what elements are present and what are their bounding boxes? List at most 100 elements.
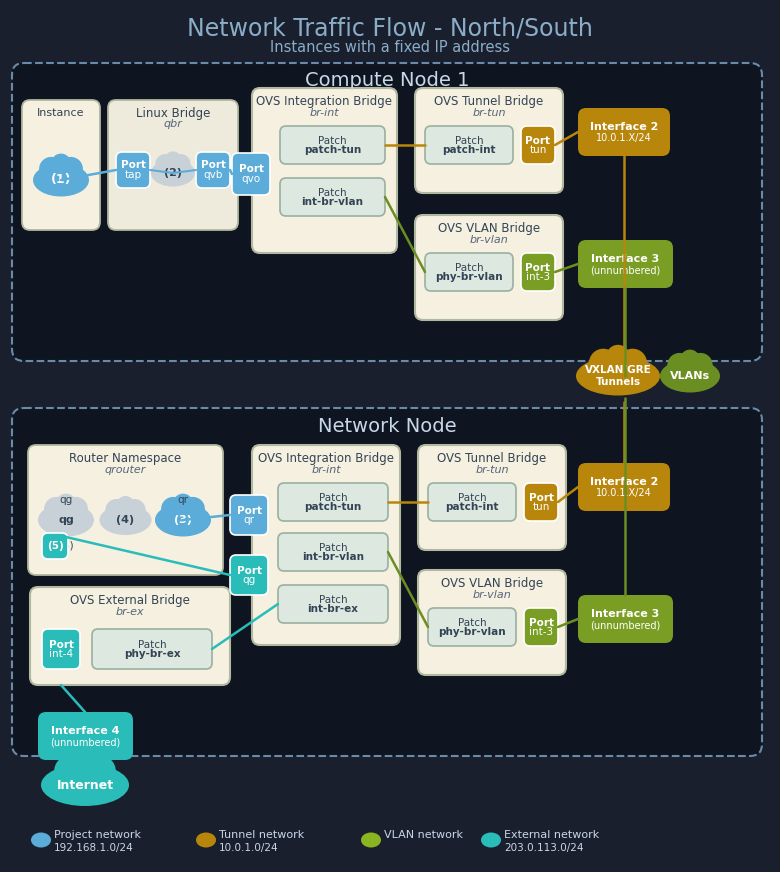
Circle shape [680,350,700,370]
Text: Patch: Patch [455,135,484,146]
Text: (unnumbered): (unnumbered) [590,265,661,275]
FancyBboxPatch shape [524,608,558,646]
Text: br-tun: br-tun [472,108,505,118]
Text: Instance: Instance [37,108,85,118]
FancyBboxPatch shape [38,712,133,760]
Text: (4): (4) [116,515,135,525]
Text: 10.0.1.X/24: 10.0.1.X/24 [596,133,652,143]
Ellipse shape [361,833,381,848]
FancyBboxPatch shape [42,629,80,669]
FancyBboxPatch shape [30,587,230,685]
Text: br-ex: br-ex [115,607,144,617]
Ellipse shape [481,833,501,848]
FancyBboxPatch shape [280,178,385,216]
Circle shape [155,154,176,174]
FancyBboxPatch shape [428,608,516,646]
Text: Linux Bridge: Linux Bridge [136,106,210,119]
Text: qr: qr [243,515,254,525]
FancyBboxPatch shape [28,445,223,575]
Text: int-br-vlan: int-br-vlan [302,552,364,562]
FancyBboxPatch shape [418,445,566,550]
Circle shape [73,752,98,777]
Text: Interface 4: Interface 4 [51,726,120,736]
Text: patch-tun: patch-tun [304,502,362,512]
Text: phy-br-vlan: phy-br-vlan [435,272,503,282]
Text: VXLAN/GRE
Tunnels: VXLAN/GRE Tunnels [585,365,651,387]
Text: int-3: int-3 [526,272,550,282]
Ellipse shape [100,505,151,535]
Text: patch-int: patch-int [445,502,498,512]
Ellipse shape [38,503,94,536]
Text: OVS Tunnel Bridge: OVS Tunnel Bridge [438,452,547,465]
FancyBboxPatch shape [415,215,563,320]
Ellipse shape [576,357,660,396]
Text: Interface 2: Interface 2 [590,477,658,487]
Text: VLANs: VLANs [670,371,710,381]
Text: Patch: Patch [138,639,166,650]
Text: Port: Port [200,160,225,171]
Text: OVS Tunnel Bridge: OVS Tunnel Bridge [434,94,544,107]
Text: br-int: br-int [310,108,339,118]
Text: qg: qg [59,495,73,505]
Circle shape [123,499,146,521]
Text: Network Traffic Flow - North/South: Network Traffic Flow - North/South [187,16,593,40]
FancyBboxPatch shape [578,463,670,511]
FancyBboxPatch shape [428,483,516,521]
Text: Patch: Patch [318,187,347,197]
FancyBboxPatch shape [252,445,400,645]
FancyBboxPatch shape [232,153,270,195]
Text: Internet: Internet [56,779,114,792]
Text: phy-br-ex: phy-br-ex [124,649,180,659]
Text: qbr: qbr [164,119,183,129]
Text: Patch: Patch [318,135,347,146]
Circle shape [44,497,69,521]
Circle shape [668,353,692,377]
Text: OVS VLAN Bridge: OVS VLAN Bridge [441,576,543,589]
Text: int-4: int-4 [49,649,73,659]
Text: OVS VLAN Bridge: OVS VLAN Bridge [438,221,540,235]
Ellipse shape [155,503,211,536]
Circle shape [589,349,618,378]
Text: Interface 3: Interface 3 [591,609,660,619]
Ellipse shape [660,359,720,392]
Text: tun: tun [530,145,547,155]
FancyBboxPatch shape [425,253,513,291]
Text: OVS Integration Bridge: OVS Integration Bridge [257,94,392,107]
Ellipse shape [151,160,195,187]
Text: Patch: Patch [455,262,484,273]
FancyBboxPatch shape [524,483,558,521]
Text: Port: Port [236,506,261,515]
FancyBboxPatch shape [415,88,563,193]
Text: Port: Port [529,617,554,628]
FancyBboxPatch shape [278,585,388,623]
Circle shape [56,494,76,514]
Text: 192.168.1.0/24: 192.168.1.0/24 [54,843,133,853]
Text: qg: qg [243,575,256,585]
Circle shape [105,499,127,521]
Text: qr: qr [178,495,189,505]
Text: OVS External Bridge: OVS External Bridge [70,594,190,607]
Circle shape [58,157,83,181]
Circle shape [606,344,629,368]
FancyBboxPatch shape [42,533,68,559]
Text: Port: Port [526,135,551,146]
Text: qvb: qvb [204,170,222,180]
Text: Patch: Patch [319,542,347,553]
Text: Port: Port [236,566,261,576]
Text: phy-br-vlan: phy-br-vlan [438,627,505,637]
Text: Compute Node 1: Compute Node 1 [305,72,470,91]
Text: Patch: Patch [458,493,486,502]
Circle shape [161,497,186,521]
Text: Network Node: Network Node [317,417,456,435]
Text: tun: tun [532,502,550,512]
Text: 203.0.113.0/24: 203.0.113.0/24 [504,843,583,853]
Ellipse shape [31,833,51,848]
FancyBboxPatch shape [230,495,268,535]
Text: Port: Port [529,493,554,502]
FancyBboxPatch shape [92,629,212,669]
Text: qg: qg [58,515,74,525]
Text: br-vlan: br-vlan [473,590,512,600]
FancyBboxPatch shape [521,126,555,164]
FancyBboxPatch shape [578,240,673,288]
Text: (unnumbered): (unnumbered) [51,737,121,747]
